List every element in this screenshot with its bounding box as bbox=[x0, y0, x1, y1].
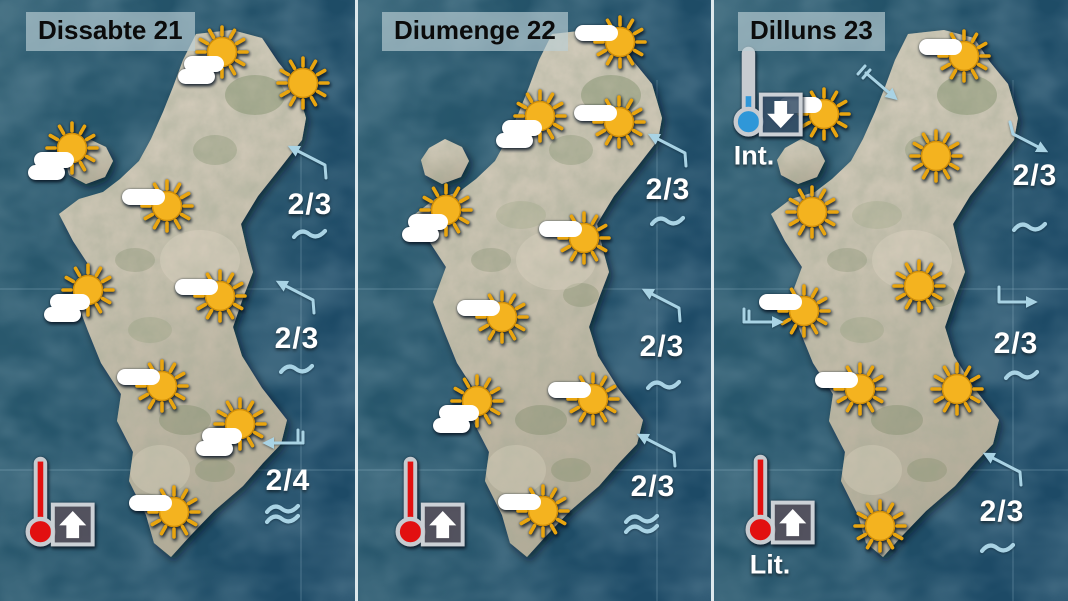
sun-cloud-icon bbox=[572, 88, 648, 157]
wind-arrow-icon bbox=[853, 61, 907, 112]
day-label: Diumenge 22 bbox=[394, 15, 556, 45]
wind-arrow-icon bbox=[267, 272, 321, 323]
sun-cloud-icon bbox=[120, 172, 196, 241]
wind-arrow-icon bbox=[988, 280, 1042, 331]
wind-sea-rating: 2/4 bbox=[265, 464, 311, 497]
sun-cloud-icon bbox=[496, 477, 572, 546]
forecast-panel-dissabte: Dissabte 21 2/3 2/3 2/4 bbox=[0, 0, 356, 601]
wind-arrow-icon bbox=[256, 424, 310, 475]
sun-cloud-icon bbox=[176, 24, 254, 99]
sea-state-icon bbox=[263, 499, 303, 534]
thermometer-rising-icon bbox=[386, 452, 466, 559]
sea-state-icon bbox=[277, 357, 317, 384]
panel-title: Dissabte 21 bbox=[26, 12, 195, 51]
sun-cloud-icon bbox=[127, 478, 203, 547]
sun-cloud-icon bbox=[546, 365, 622, 434]
wind-arrow-icon bbox=[633, 280, 687, 331]
wind-sea-rating: 2/3 bbox=[993, 327, 1039, 360]
sun-icon bbox=[905, 125, 967, 192]
sun-icon bbox=[888, 255, 950, 322]
wind-sea-rating: 2/3 bbox=[639, 330, 685, 363]
sun-icon bbox=[849, 495, 911, 562]
sun-cloud-icon bbox=[26, 120, 104, 195]
panel-divider bbox=[355, 0, 358, 601]
forecast-panel-dilluns: Dilluns 23 2/3 2/3 2/3 Int. Lit. bbox=[712, 0, 1068, 601]
sun-cloud-icon bbox=[173, 262, 249, 331]
forecast-panel-diumenge: Diumenge 22 2/3 2/3 2/3 bbox=[356, 0, 712, 601]
sea-state-icon bbox=[1002, 363, 1042, 390]
sun-icon bbox=[926, 358, 988, 425]
icon-layer: 2/3 2/3 2/3 bbox=[356, 0, 712, 601]
wind-arrow-icon bbox=[628, 425, 682, 476]
zone-label: Lit. bbox=[749, 549, 791, 580]
thermometer-rising-icon bbox=[16, 452, 96, 559]
panel-title: Dilluns 23 bbox=[738, 12, 885, 51]
wind-arrow-icon bbox=[735, 302, 789, 353]
wind-arrow-icon bbox=[279, 137, 333, 188]
sun-cloud-icon bbox=[757, 277, 833, 346]
panel-divider bbox=[711, 0, 714, 601]
thermometer-rising-icon bbox=[736, 450, 816, 557]
sea-state-icon bbox=[648, 209, 688, 236]
icon-layer: 2/3 2/3 2/4 bbox=[0, 0, 356, 601]
wind-sea-rating: 2/3 bbox=[274, 322, 320, 355]
wind-sea-rating: 2/3 bbox=[645, 173, 691, 206]
sun-cloud-icon bbox=[400, 182, 478, 257]
sun-cloud-icon bbox=[42, 262, 120, 337]
sea-state-icon bbox=[1010, 215, 1050, 242]
sun-cloud-icon bbox=[194, 396, 272, 471]
wind-arrow-icon bbox=[639, 125, 693, 176]
wind-arrow-icon bbox=[974, 444, 1028, 495]
sun-icon bbox=[781, 181, 843, 248]
sun-cloud-icon bbox=[917, 22, 993, 91]
sea-state-icon bbox=[978, 536, 1018, 563]
sun-cloud-icon bbox=[455, 283, 531, 352]
wind-sea-rating: 2/3 bbox=[287, 188, 333, 221]
wind-sea-rating: 2/3 bbox=[1012, 159, 1058, 192]
sun-cloud-icon bbox=[431, 373, 509, 448]
sea-state-icon bbox=[290, 222, 330, 249]
sun-cloud-icon bbox=[573, 8, 649, 77]
wind-sea-rating: 2/3 bbox=[630, 470, 676, 503]
wind-arrow-icon bbox=[1001, 115, 1055, 166]
sun-cloud-icon bbox=[537, 204, 613, 273]
day-label: Dilluns 23 bbox=[750, 15, 873, 45]
sea-state-icon bbox=[644, 373, 684, 400]
sun-cloud-icon bbox=[813, 355, 889, 424]
sea-state-icon bbox=[622, 509, 662, 544]
sun-icon bbox=[272, 52, 334, 119]
day-label: Dissabte 21 bbox=[38, 15, 183, 45]
icon-layer: 2/3 2/3 2/3 Int. Lit. bbox=[712, 0, 1068, 601]
panel-title: Diumenge 22 bbox=[382, 12, 568, 51]
sun-cloud-icon bbox=[494, 88, 572, 163]
thermometer-falling-icon bbox=[724, 42, 804, 149]
wind-sea-rating: 2/3 bbox=[979, 495, 1025, 528]
sun-cloud-icon bbox=[115, 352, 191, 421]
zone-label: Int. bbox=[733, 140, 775, 171]
